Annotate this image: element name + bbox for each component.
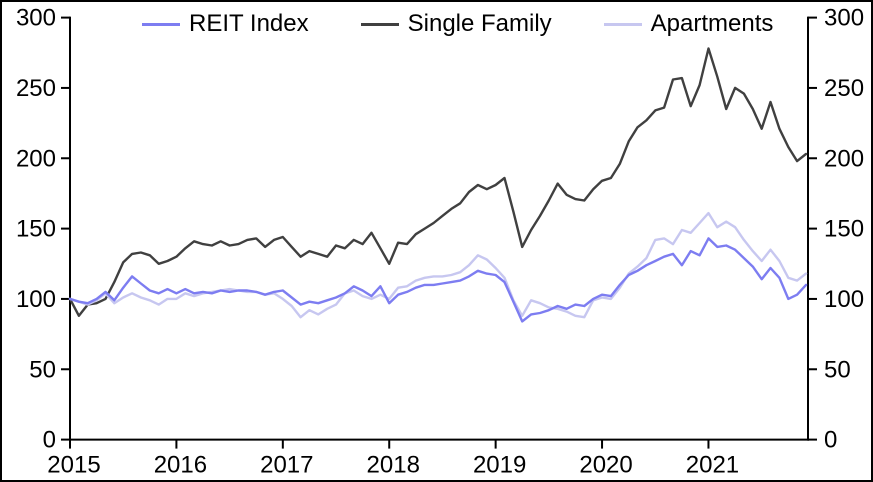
svg-text:2019: 2019: [473, 452, 526, 479]
apartments-line-swatch: [603, 22, 642, 26]
svg-text:2020: 2020: [579, 452, 632, 479]
svg-text:100: 100: [824, 286, 864, 313]
legend: REIT Index Single Family Apartments: [142, 10, 774, 37]
line-single-family: [68, 47, 808, 317]
svg-text:0: 0: [824, 427, 837, 454]
svg-text:100: 100: [16, 286, 56, 313]
single-family-line-swatch: [360, 22, 399, 26]
line-reit-index: [68, 237, 808, 323]
svg-text:300: 300: [16, 5, 56, 32]
legend-label-single-family: Single Family: [407, 10, 552, 37]
series-group: [68, 47, 808, 323]
svg-text:2016: 2016: [154, 452, 207, 479]
legend-item-single-family: Single Family: [360, 10, 552, 37]
axes-group: 0 0 50 50 100 100 150 150 200 200 250 250 300 300 2015…: [16, 5, 864, 479]
legend-label-apartments: Apartments: [650, 10, 774, 37]
svg-text:250: 250: [824, 75, 864, 102]
legend-label-reit-index: REIT Index: [189, 10, 309, 37]
svg-text:150: 150: [16, 216, 56, 243]
svg-text:200: 200: [16, 145, 56, 172]
svg-text:50: 50: [29, 356, 56, 383]
reit-index-line-swatch: [142, 22, 180, 26]
legend-item-reit-index: REIT Index: [142, 10, 309, 37]
svg-text:150: 150: [824, 216, 864, 243]
svg-text:2021: 2021: [686, 452, 739, 479]
svg-text:2017: 2017: [260, 452, 313, 479]
line-apartments: [68, 211, 808, 319]
legend-item-apartments: Apartments: [603, 10, 774, 37]
svg-text:200: 200: [824, 145, 864, 172]
svg-text:50: 50: [824, 356, 851, 383]
svg-text:250: 250: [16, 75, 56, 102]
svg-text:0: 0: [43, 427, 56, 454]
svg-text:2018: 2018: [367, 452, 420, 479]
svg-text:2015: 2015: [47, 452, 100, 479]
svg-text:300: 300: [824, 5, 864, 32]
